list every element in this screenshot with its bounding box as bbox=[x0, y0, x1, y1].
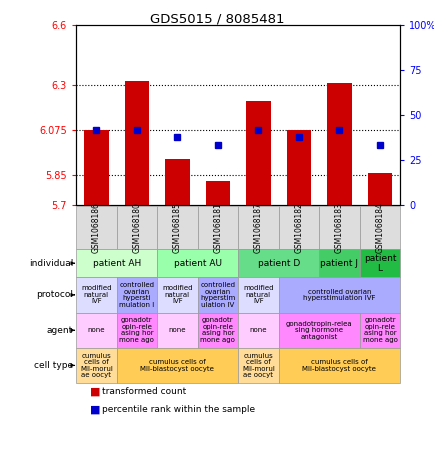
Bar bbox=[165, 159, 189, 205]
Text: modified
natural
IVF: modified natural IVF bbox=[243, 285, 273, 304]
Text: protocol: protocol bbox=[36, 290, 73, 299]
Text: patient D: patient D bbox=[257, 259, 299, 268]
Text: gonadotr
opin-rele
asing hor
mone ago: gonadotr opin-rele asing hor mone ago bbox=[119, 318, 154, 343]
Bar bbox=[286, 130, 310, 205]
Text: patient AH: patient AH bbox=[92, 259, 141, 268]
Bar bbox=[326, 83, 351, 205]
Text: individual: individual bbox=[29, 259, 73, 268]
Text: patient J: patient J bbox=[320, 259, 358, 268]
Bar bbox=[84, 130, 108, 205]
Text: GSM1068183: GSM1068183 bbox=[334, 202, 343, 253]
Text: none: none bbox=[168, 327, 186, 333]
Text: GSM1068180: GSM1068180 bbox=[132, 202, 141, 253]
Text: gonadotr
opin-rele
asing hor
mone ago: gonadotr opin-rele asing hor mone ago bbox=[362, 318, 397, 343]
Text: cumulus
cells of
MII-morul
ae oocyt: cumulus cells of MII-morul ae oocyt bbox=[241, 352, 274, 378]
Text: patient AU: patient AU bbox=[173, 259, 221, 268]
Text: cumulus
cells of
MII-morul
ae oocyt: cumulus cells of MII-morul ae oocyt bbox=[80, 352, 112, 378]
Text: modified
natural
IVF: modified natural IVF bbox=[162, 285, 192, 304]
Text: transformed count: transformed count bbox=[102, 387, 186, 396]
Text: modified
natural
IVF: modified natural IVF bbox=[81, 285, 112, 304]
Text: GDS5015 / 8085481: GDS5015 / 8085481 bbox=[150, 13, 284, 26]
Text: controlled
ovarian
hypersti
mulation I: controlled ovarian hypersti mulation I bbox=[119, 282, 154, 308]
Text: cell type: cell type bbox=[34, 361, 73, 370]
Text: none: none bbox=[87, 327, 105, 333]
Text: gonadotr
opin-rele
asing hor
mone ago: gonadotr opin-rele asing hor mone ago bbox=[200, 318, 235, 343]
Bar bbox=[125, 81, 149, 205]
Text: ■: ■ bbox=[90, 405, 101, 415]
Text: GSM1068187: GSM1068187 bbox=[253, 202, 262, 253]
Text: percentile rank within the sample: percentile rank within the sample bbox=[102, 405, 255, 414]
Text: agent: agent bbox=[47, 326, 73, 335]
Bar bbox=[246, 101, 270, 205]
Text: controlled
ovarian
hyperstim
ulation IV: controlled ovarian hyperstim ulation IV bbox=[200, 282, 235, 308]
Bar bbox=[367, 173, 391, 205]
Bar bbox=[205, 181, 230, 205]
Text: GSM1068186: GSM1068186 bbox=[92, 202, 101, 253]
Text: GSM1068181: GSM1068181 bbox=[213, 202, 222, 253]
Text: none: none bbox=[249, 327, 266, 333]
Text: controlled ovarian
hyperstimulation IVF: controlled ovarian hyperstimulation IVF bbox=[302, 289, 375, 301]
Text: cumulus cells of
MII-blastocyst oocyte: cumulus cells of MII-blastocyst oocyte bbox=[140, 359, 214, 371]
Text: cumulus cells of
MII-blastocyst oocyte: cumulus cells of MII-blastocyst oocyte bbox=[302, 359, 375, 371]
Text: patient
L: patient L bbox=[363, 254, 395, 273]
Text: GSM1068184: GSM1068184 bbox=[375, 202, 384, 253]
Text: GSM1068182: GSM1068182 bbox=[294, 202, 303, 253]
Text: gonadotropin-relea
sing hormone
antagonist: gonadotropin-relea sing hormone antagoni… bbox=[285, 321, 352, 340]
Text: ■: ■ bbox=[90, 387, 101, 397]
Text: GSM1068185: GSM1068185 bbox=[172, 202, 181, 253]
